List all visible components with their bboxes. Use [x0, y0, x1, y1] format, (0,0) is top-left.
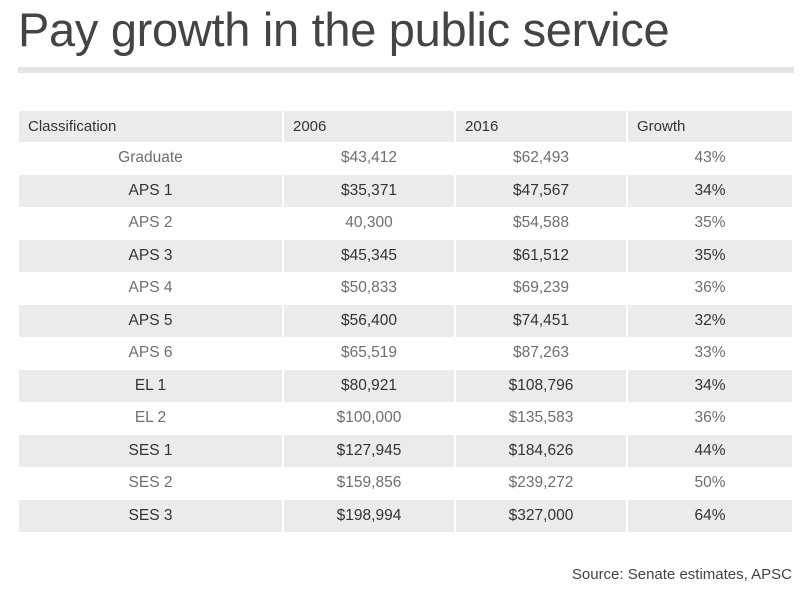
cell-2016: $239,272 — [454, 467, 627, 500]
table-row: SES 1 $127,945 $184,626 44% — [19, 434, 792, 467]
page-title: Pay growth in the public service — [18, 3, 670, 56]
cell-2016: $74,451 — [454, 304, 627, 337]
table-header-row: Classification 2006 2016 Growth — [19, 111, 792, 142]
cell-2016: $54,588 — [454, 207, 627, 240]
cell-classification: SES 3 — [19, 499, 283, 532]
cell-2006: $35,371 — [282, 174, 455, 207]
cell-classification: APS 2 — [19, 207, 283, 240]
pay-growth-table: Classification 2006 2016 Growth Graduate… — [19, 111, 792, 532]
column-header-growth: Growth — [626, 111, 792, 142]
cell-growth: 43% — [626, 142, 792, 175]
table-row: SES 3 $198,994 $327,000 64% — [19, 499, 792, 532]
cell-2006: $43,412 — [282, 142, 455, 175]
cell-2016: $62,493 — [454, 142, 627, 175]
column-header-2016: 2016 — [454, 111, 627, 142]
cell-growth: 36% — [626, 272, 792, 305]
table-body: Graduate $43,412 $62,493 43% APS 1 $35,371 $47… — [19, 142, 792, 532]
cell-2006: $80,921 — [282, 369, 455, 402]
cell-2006: $56,400 — [282, 304, 455, 337]
table-row: Graduate $43,412 $62,493 43% — [19, 142, 792, 175]
cell-growth: 36% — [626, 402, 792, 435]
table-row: EL 2 $100,000 $135,583 36% — [19, 402, 792, 435]
table-row: SES 2 $159,856 $239,272 50% — [19, 467, 792, 500]
cell-growth: 35% — [626, 239, 792, 272]
cell-growth: 44% — [626, 434, 792, 467]
cell-classification: APS 3 — [19, 239, 283, 272]
cell-classification: SES 1 — [19, 434, 283, 467]
source-note: Source: Senate estimates, APSC — [571, 566, 792, 583]
table-row: APS 2 40,300 $54,588 35% — [19, 207, 792, 240]
table-row: APS 5 $56,400 $74,451 32% — [19, 304, 792, 337]
table-row: APS 4 $50,833 $69,239 36% — [19, 272, 792, 305]
cell-classification: APS 6 — [19, 337, 283, 370]
cell-growth: 35% — [626, 207, 792, 240]
cell-classification: EL 1 — [19, 369, 283, 402]
cell-classification: APS 5 — [19, 304, 283, 337]
cell-classification: Graduate — [19, 142, 283, 175]
cell-2006: 40,300 — [282, 207, 455, 240]
cell-2016: $69,239 — [454, 272, 627, 305]
cell-2006: $50,833 — [282, 272, 455, 305]
title-divider — [18, 67, 794, 73]
cell-growth: 33% — [626, 337, 792, 370]
table-row: APS 1 $35,371 $47,567 34% — [19, 174, 792, 207]
cell-2016: $327,000 — [454, 499, 627, 532]
cell-growth: 34% — [626, 174, 792, 207]
column-header-classification: Classification — [19, 111, 283, 142]
table-row: APS 3 $45,345 $61,512 35% — [19, 239, 792, 272]
cell-2006: $127,945 — [282, 434, 455, 467]
cell-2016: $135,583 — [454, 402, 627, 435]
cell-growth: 50% — [626, 467, 792, 500]
cell-2006: $65,519 — [282, 337, 455, 370]
cell-2006: $159,856 — [282, 467, 455, 500]
cell-classification: SES 2 — [19, 467, 283, 500]
cell-growth: 34% — [626, 369, 792, 402]
cell-classification: APS 4 — [19, 272, 283, 305]
cell-2006: $100,000 — [282, 402, 455, 435]
cell-2006: $45,345 — [282, 239, 455, 272]
cell-growth: 64% — [626, 499, 792, 532]
table-row: APS 6 $65,519 $87,263 33% — [19, 337, 792, 370]
column-header-2006: 2006 — [282, 111, 455, 142]
cell-classification: EL 2 — [19, 402, 283, 435]
cell-2016: $184,626 — [454, 434, 627, 467]
cell-2016: $108,796 — [454, 369, 627, 402]
cell-2006: $198,994 — [282, 499, 455, 532]
cell-2016: $87,263 — [454, 337, 627, 370]
cell-2016: $47,567 — [454, 174, 627, 207]
cell-classification: APS 1 — [19, 174, 283, 207]
table-row: EL 1 $80,921 $108,796 34% — [19, 369, 792, 402]
cell-growth: 32% — [626, 304, 792, 337]
cell-2016: $61,512 — [454, 239, 627, 272]
